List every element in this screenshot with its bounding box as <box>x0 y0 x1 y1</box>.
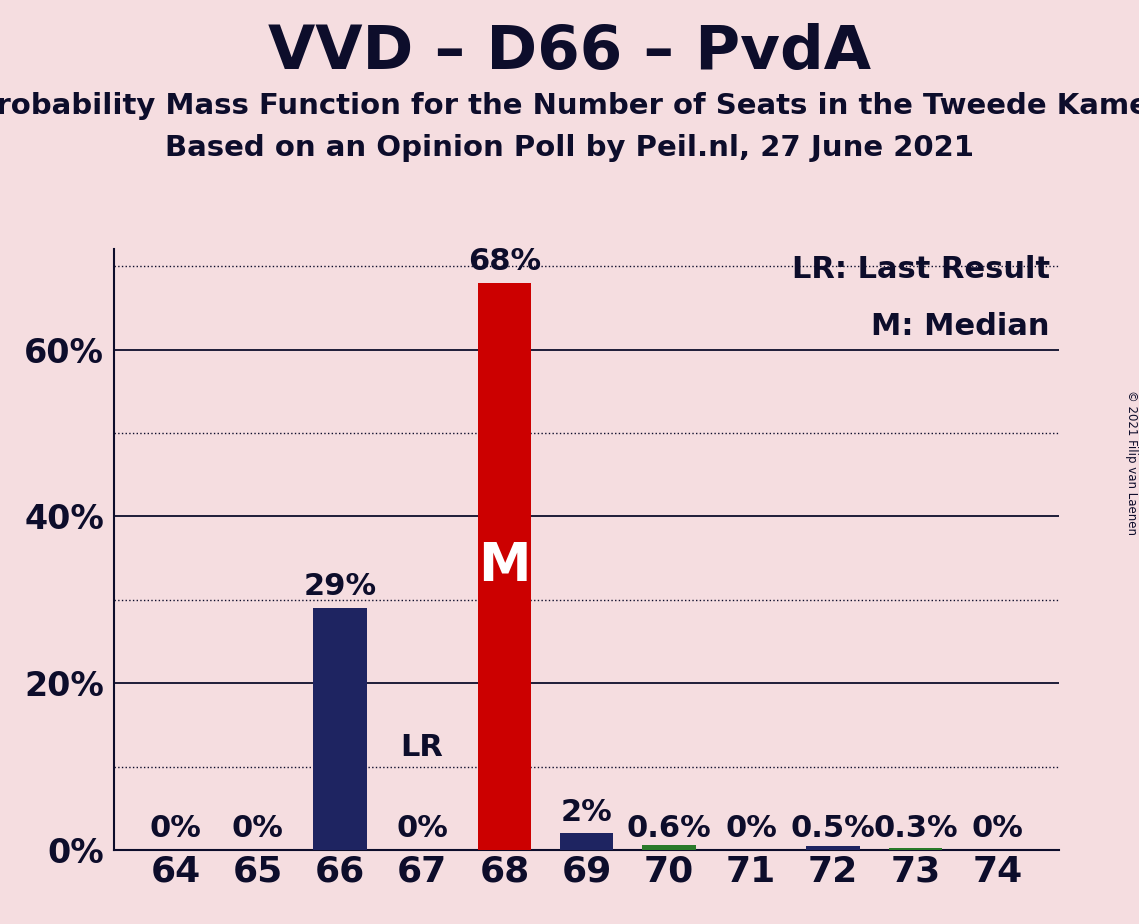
Text: 0%: 0% <box>232 814 284 844</box>
Text: 29%: 29% <box>303 573 377 602</box>
Text: 0%: 0% <box>396 814 448 844</box>
Bar <box>888 847 942 850</box>
Text: 0%: 0% <box>149 814 202 844</box>
Bar <box>806 845 860 850</box>
Bar <box>642 845 696 850</box>
Text: Based on an Opinion Poll by Peil.nl, 27 June 2021: Based on an Opinion Poll by Peil.nl, 27 … <box>165 134 974 162</box>
Text: 68%: 68% <box>468 248 541 276</box>
Text: 0.3%: 0.3% <box>874 814 958 844</box>
Text: 0%: 0% <box>972 814 1024 844</box>
Text: LR: Last Result
M: Median: LR: Last Result M: Median <box>792 255 1050 341</box>
Text: LR: LR <box>401 734 443 762</box>
Text: VVD – D66 – PvdA: VVD – D66 – PvdA <box>268 23 871 82</box>
Text: 0%: 0% <box>726 814 777 844</box>
Text: © 2021 Filip van Laenen: © 2021 Filip van Laenen <box>1124 390 1138 534</box>
Text: Probability Mass Function for the Number of Seats in the Tweede Kamer: Probability Mass Function for the Number… <box>0 92 1139 120</box>
Bar <box>313 608 367 850</box>
Text: 0.6%: 0.6% <box>626 814 711 844</box>
Bar <box>560 833 613 850</box>
Bar <box>477 283 531 850</box>
Text: M: M <box>478 541 531 592</box>
Text: 2%: 2% <box>560 797 613 827</box>
Text: 0.5%: 0.5% <box>790 814 876 844</box>
